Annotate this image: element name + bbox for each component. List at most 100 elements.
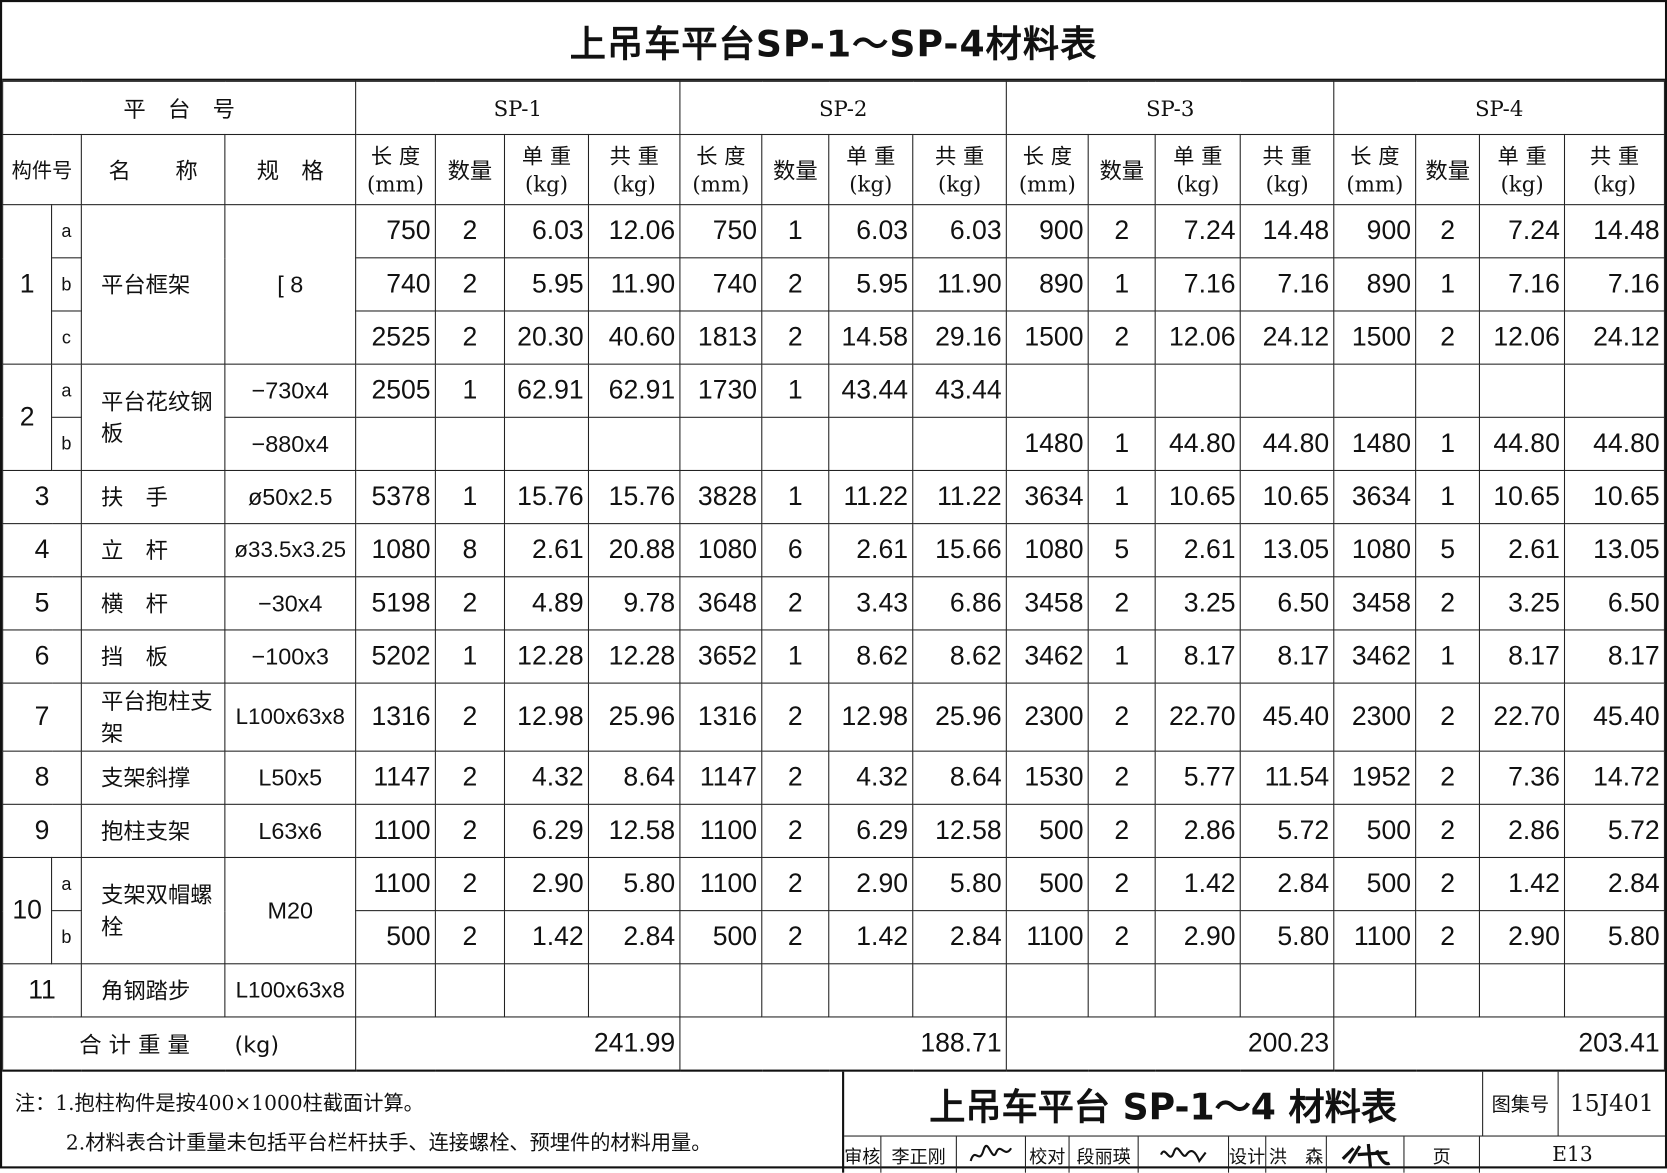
sp1-total-weight-sum: 241.99 — [355, 1016, 681, 1072]
sp1-quantity: 2 — [434, 803, 506, 859]
sp3-unit-weight: 2.61 — [1154, 523, 1241, 578]
sp1-total-weight: 25.96 — [587, 682, 681, 752]
sp3-unit-weight: 1.42 — [1154, 856, 1241, 912]
sp3-total-weight: 8.17 — [1239, 629, 1335, 684]
sp2-quantity: 2 — [761, 576, 830, 631]
name-header: 名 称 — [80, 133, 226, 206]
length-header-label: 长 度 — [1022, 143, 1072, 169]
sp2-total-weight — [912, 963, 1007, 1018]
sp1-total-weight: 12.58 — [587, 803, 681, 859]
sp1-unit-weight: 1.42 — [503, 910, 590, 965]
sp3-unit-weight — [1154, 963, 1241, 1018]
designer-name: 洪 森 — [1266, 1136, 1327, 1173]
length-header: 长 度 (mm) — [1333, 133, 1417, 206]
sp3-total-weight: 13.05 — [1239, 523, 1335, 578]
qty-header: 数量 — [1415, 133, 1481, 206]
sp3-length: 1080 — [1005, 523, 1089, 578]
sp2-unit-weight: 2.61 — [828, 523, 914, 578]
page-number: E13 — [1552, 1142, 1593, 1167]
sp1-unit-weight: 4.89 — [503, 576, 590, 631]
table-row: b 500 2 1.42 2.84 500 2 1.42 2.84 1100 2 2.90 5.80 11… — [3, 910, 1665, 965]
total-weight-header-unit: (kg) — [612, 170, 656, 197]
table-row: b 740 2 5.95 11.90 740 2 5.95 11.90 890 1 7.16 7.16 8… — [3, 257, 1665, 312]
spec-header: 规 格 — [224, 133, 357, 206]
sp4-quantity: 2 — [1415, 682, 1481, 752]
sp4-length: 3462 — [1333, 629, 1417, 684]
sp4-length: 500 — [1333, 856, 1417, 912]
unit-weight-header: 单 重 (kg) — [1479, 133, 1566, 206]
note-2: 2.材料表合计重量未包括平台栏杆扶手、连接螺栓、预埋件的材料用量。 — [65, 1131, 712, 1155]
sp2-total-weight: 6.86 — [912, 576, 1007, 631]
sp3-quantity: 2 — [1087, 576, 1156, 631]
sp2-length: 1100 — [679, 856, 763, 912]
sp1-quantity: 2 — [434, 750, 506, 805]
sp3-total-weight: 7.16 — [1239, 257, 1335, 312]
sp1-length: 1100 — [355, 803, 436, 859]
checker-signature — [1139, 1136, 1230, 1173]
sp4-length: 1100 — [1333, 910, 1417, 965]
total-weight-header: 共 重 (kg) — [1564, 133, 1665, 206]
sp3-length: 1100 — [1005, 910, 1089, 965]
part-spec: L63x6 — [224, 803, 357, 859]
table-row: b −880x4 1480 1 44.80 44.80 1480 1 44.80 44.80 — [3, 416, 1665, 471]
sp3-quantity — [1087, 963, 1156, 1018]
sp3-total-weight: 14.48 — [1239, 204, 1335, 259]
sp2-length: 1730 — [679, 363, 763, 418]
sp4-unit-weight: 7.36 — [1479, 750, 1566, 805]
sp4-length: 3458 — [1333, 576, 1417, 631]
part-sub-letter: a — [51, 363, 82, 418]
sp1-quantity: 2 — [434, 204, 506, 259]
sp3-total-weight: 2.84 — [1239, 856, 1335, 912]
sp3-total-weight: 5.72 — [1239, 803, 1335, 859]
platform-no-header: 平 台 号 — [2, 80, 357, 136]
sp1-header: SP-1 — [355, 80, 681, 136]
part-spec: ø50x2.5 — [224, 469, 357, 525]
sp2-total-weight: 8.62 — [912, 629, 1007, 684]
sp2-unit-weight: 43.44 — [828, 363, 914, 418]
sp1-length: 5198 — [355, 576, 436, 631]
total-weight-header: 共 重 (kg) — [1239, 133, 1335, 206]
part-spec: −880x4 — [224, 416, 357, 471]
sp4-length — [1333, 363, 1417, 418]
sp1-quantity: 2 — [434, 910, 506, 965]
sp3-length — [1005, 963, 1089, 1018]
sp2-quantity: 2 — [761, 856, 830, 912]
sp3-unit-weight: 44.80 — [1154, 416, 1241, 471]
sp3-unit-weight: 8.17 — [1154, 629, 1241, 684]
part-name: 扶 手 — [80, 469, 226, 525]
sp3-length: 1530 — [1005, 750, 1089, 805]
sp2-unit-weight — [828, 416, 914, 471]
sp3-unit-weight — [1154, 363, 1241, 418]
total-weight-header-label: 共 重 — [1262, 143, 1312, 169]
sp2-quantity: 2 — [761, 910, 830, 965]
sp4-quantity: 1 — [1415, 416, 1481, 471]
sp2-length: 1316 — [679, 682, 763, 752]
sp4-total-weight: 13.05 — [1564, 523, 1665, 578]
sp3-quantity — [1087, 363, 1156, 418]
unit-weight-header-unit: (kg) — [1500, 170, 1544, 197]
sp4-quantity: 5 — [1415, 523, 1481, 578]
sp4-total-weight: 5.72 — [1564, 803, 1665, 859]
length-header-label: 长 度 — [370, 143, 421, 169]
sp4-total-weight: 14.48 — [1564, 204, 1665, 259]
sp1-quantity: 2 — [434, 576, 506, 631]
part-number: 8 — [2, 750, 82, 805]
sp3-length: 2300 — [1005, 682, 1089, 752]
qty-header: 数量 — [434, 133, 506, 206]
sp1-length: 500 — [355, 910, 436, 965]
sp2-quantity: 2 — [761, 310, 830, 365]
design-label: 设计 — [1229, 1136, 1267, 1173]
sp4-quantity: 2 — [1415, 310, 1481, 365]
sp4-quantity — [1415, 963, 1481, 1018]
sp2-quantity: 1 — [761, 204, 830, 259]
sp4-unit-weight: 2.90 — [1479, 910, 1566, 965]
table-row: 7 平台抱柱支架 L100x63x8 1316 2 12.98 25.96 1316 2 12.9… — [2, 682, 1665, 752]
part-name: 横 杆 — [80, 576, 226, 631]
part-sub-letter: a — [51, 204, 82, 259]
sp3-length — [1005, 363, 1089, 418]
sp4-unit-weight: 2.86 — [1479, 803, 1566, 859]
sp1-length: 1080 — [355, 523, 436, 578]
sp1-quantity — [434, 416, 506, 471]
sp4-length: 900 — [1333, 204, 1417, 259]
